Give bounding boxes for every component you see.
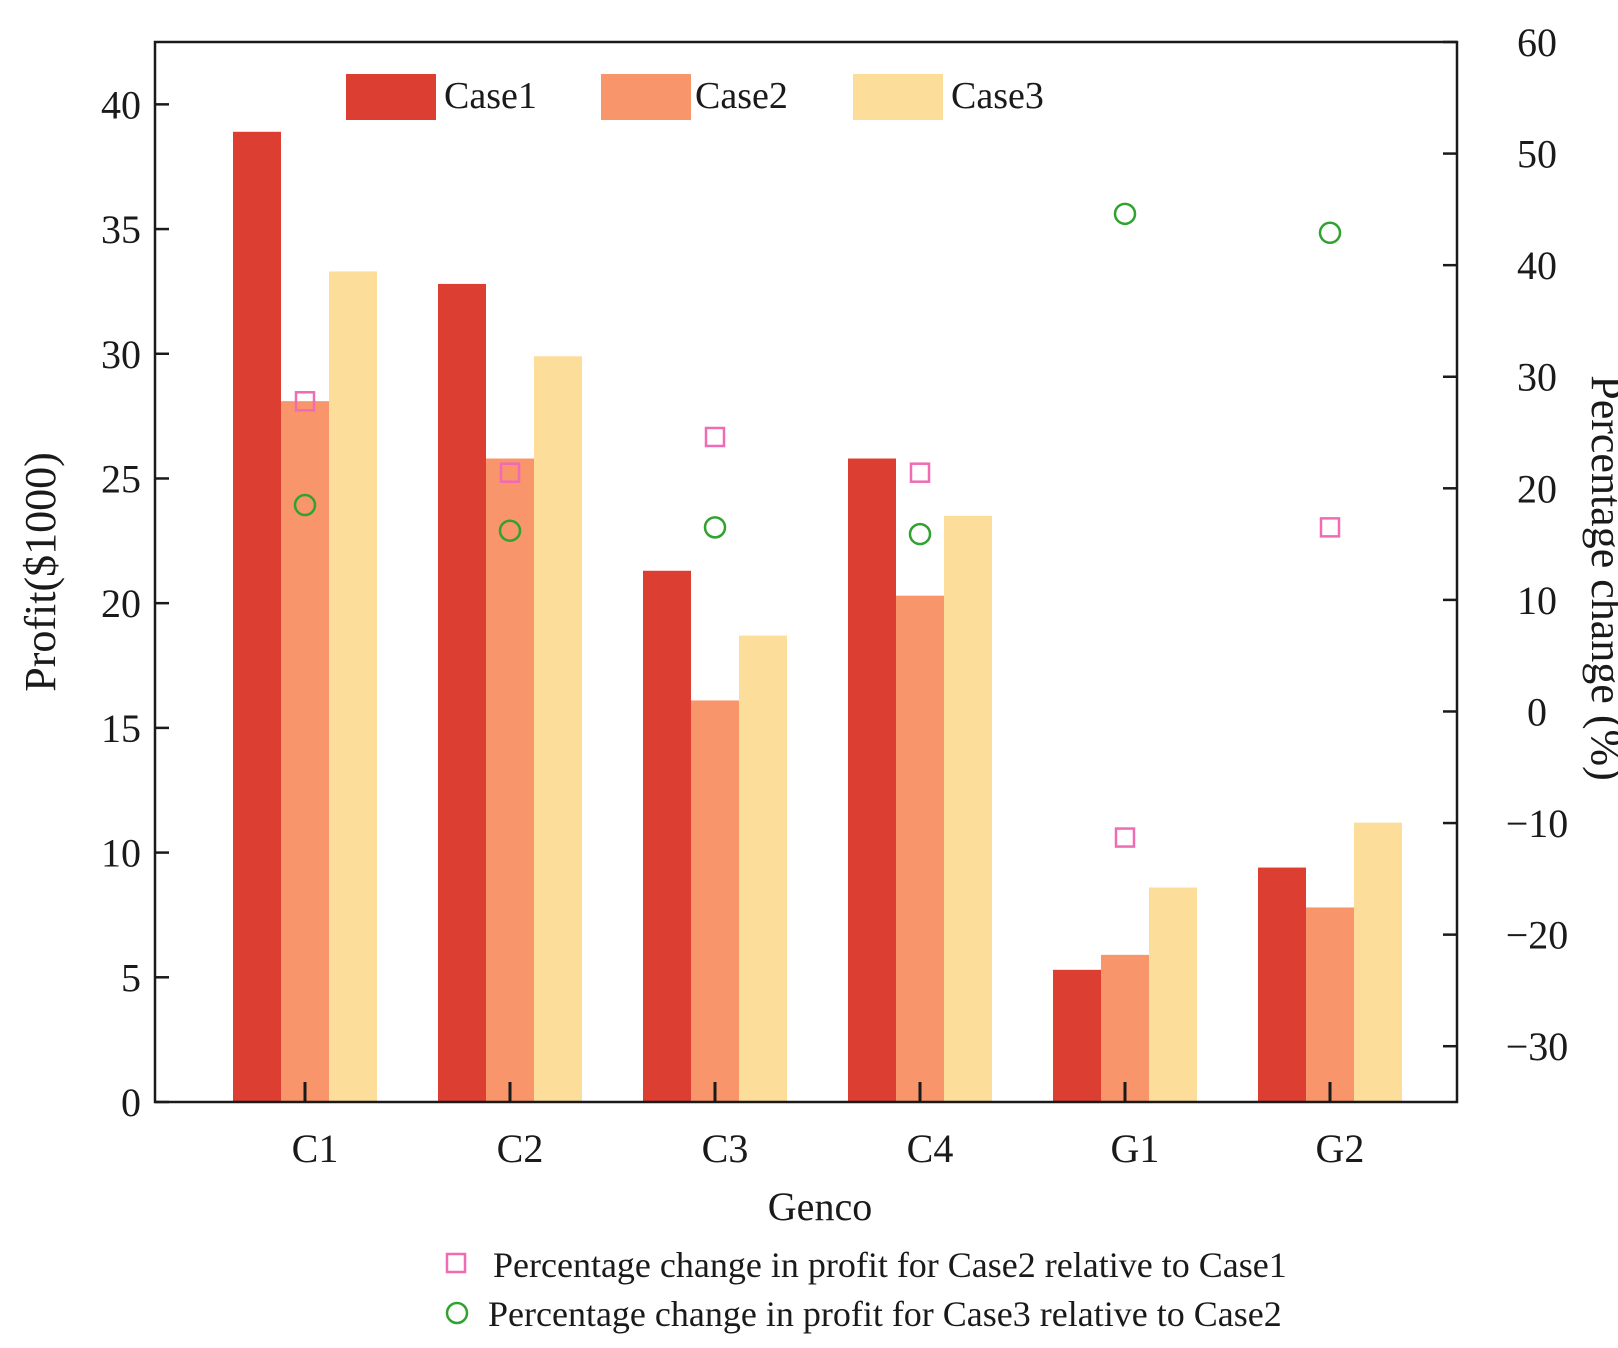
legend-label-case2: Case2 — [695, 75, 788, 117]
bar-case3-g1 — [1149, 887, 1197, 1102]
y2-tick-label: −30 — [1506, 1024, 1569, 1069]
bar-case1-c4 — [848, 458, 896, 1102]
bar-case1-c3 — [643, 570, 691, 1102]
x-tick-label: C4 — [907, 1126, 954, 1171]
y2-tick-label: 20 — [1517, 466, 1557, 511]
x-tick-label: G2 — [1316, 1126, 1365, 1171]
y-tick-label: 40 — [101, 82, 141, 127]
pct-case3-vs-case2-marker-c1 — [293, 493, 317, 517]
bar-case2-c2 — [486, 458, 534, 1102]
x-tick-label: C2 — [497, 1126, 544, 1171]
y-axis-label: Profit($1000) — [16, 452, 65, 692]
x-tick-label: C1 — [292, 1126, 339, 1171]
y2-tick-label: 50 — [1517, 132, 1557, 177]
y-tick-label: 10 — [101, 831, 141, 876]
bar-case3-g2 — [1354, 822, 1402, 1102]
pct-case3-vs-case2-marker-c3 — [703, 516, 727, 539]
legend-label-pct-case2-vs-case1: Percentage change in profit for Case2 re… — [493, 1245, 1287, 1285]
pct-case2-vs-case1-marker-g1 — [1114, 827, 1136, 848]
legend-swatch-case3 — [853, 74, 943, 120]
y2-tick-label: −10 — [1506, 801, 1569, 846]
y-tick-label: 20 — [101, 581, 141, 626]
bar-case1-g1 — [1053, 969, 1101, 1102]
y2-tick-label: 60 — [1517, 20, 1557, 65]
bottom-legend: Percentage change in profit for Case2 re… — [445, 1245, 1287, 1334]
y2-tick-label: −20 — [1506, 913, 1569, 958]
pct-case2-vs-case1-marker-c2 — [499, 462, 521, 483]
plot-frame — [153, 40, 1459, 1104]
bar-case1-g2 — [1258, 867, 1306, 1102]
y2-axis-label: Percentage change (%) — [1582, 375, 1618, 781]
pct-case2-vs-case1-marker-c1 — [294, 391, 316, 412]
y-tick-label: 30 — [101, 332, 141, 377]
y2-tick-label: 30 — [1517, 355, 1557, 400]
y2-tick-label: 10 — [1517, 578, 1557, 623]
bar-case3-c1 — [329, 271, 377, 1102]
pct-case2-vs-case1-marker-c4 — [909, 462, 931, 483]
pct-case3-vs-case2-marker-c4 — [908, 522, 932, 546]
x-tick-label: C3 — [702, 1126, 749, 1171]
x-axis-label: Genco — [768, 1184, 872, 1229]
bar-case1-c2 — [438, 283, 486, 1102]
legend-swatch-case2 — [601, 74, 691, 120]
y2-tick-label: 0 — [1527, 689, 1547, 734]
bar-case2-g2 — [1306, 907, 1354, 1102]
pct-case2-vs-case1-marker-g2 — [1319, 517, 1341, 538]
pct-case3-vs-case2-marker-g1 — [1113, 202, 1137, 226]
bar-case2-c4 — [896, 595, 944, 1102]
y-tick-label: 15 — [101, 706, 141, 751]
pct-case3-vs-case2-marker-g2 — [1318, 221, 1342, 245]
legend-label-case3: Case3 — [951, 75, 1044, 117]
y-tick-label: 5 — [121, 955, 141, 1000]
y2-tick-label: 40 — [1517, 243, 1557, 288]
legend-swatch-case1 — [346, 74, 436, 120]
y-tick-label: 35 — [101, 207, 141, 252]
legend-label-pct-case3-vs-case2: Percentage change in profit for Case3 re… — [488, 1294, 1282, 1334]
bar-case3-c2 — [534, 356, 582, 1103]
legend-circle-marker-icon — [445, 1301, 469, 1325]
y-tick-label: 0 — [121, 1080, 141, 1125]
bar-case2-c1 — [281, 401, 329, 1102]
legend-square-marker-icon — [445, 1252, 467, 1274]
bar-case1-c1 — [233, 131, 281, 1103]
pct-case2-vs-case1-marker-c3 — [704, 426, 726, 448]
legend-label-case1: Case1 — [444, 75, 537, 117]
bar-case2-c3 — [691, 700, 739, 1102]
x-tick-label: G1 — [1111, 1126, 1160, 1171]
bar-case3-c4 — [944, 515, 992, 1102]
y-tick-label: 25 — [101, 456, 141, 501]
bar-case2-g1 — [1101, 954, 1149, 1102]
bar-case3-c3 — [739, 635, 787, 1102]
top-legend: Case1 Case2 Case3 — [346, 74, 1044, 120]
pct-case3-vs-case2-marker-c2 — [498, 519, 522, 542]
